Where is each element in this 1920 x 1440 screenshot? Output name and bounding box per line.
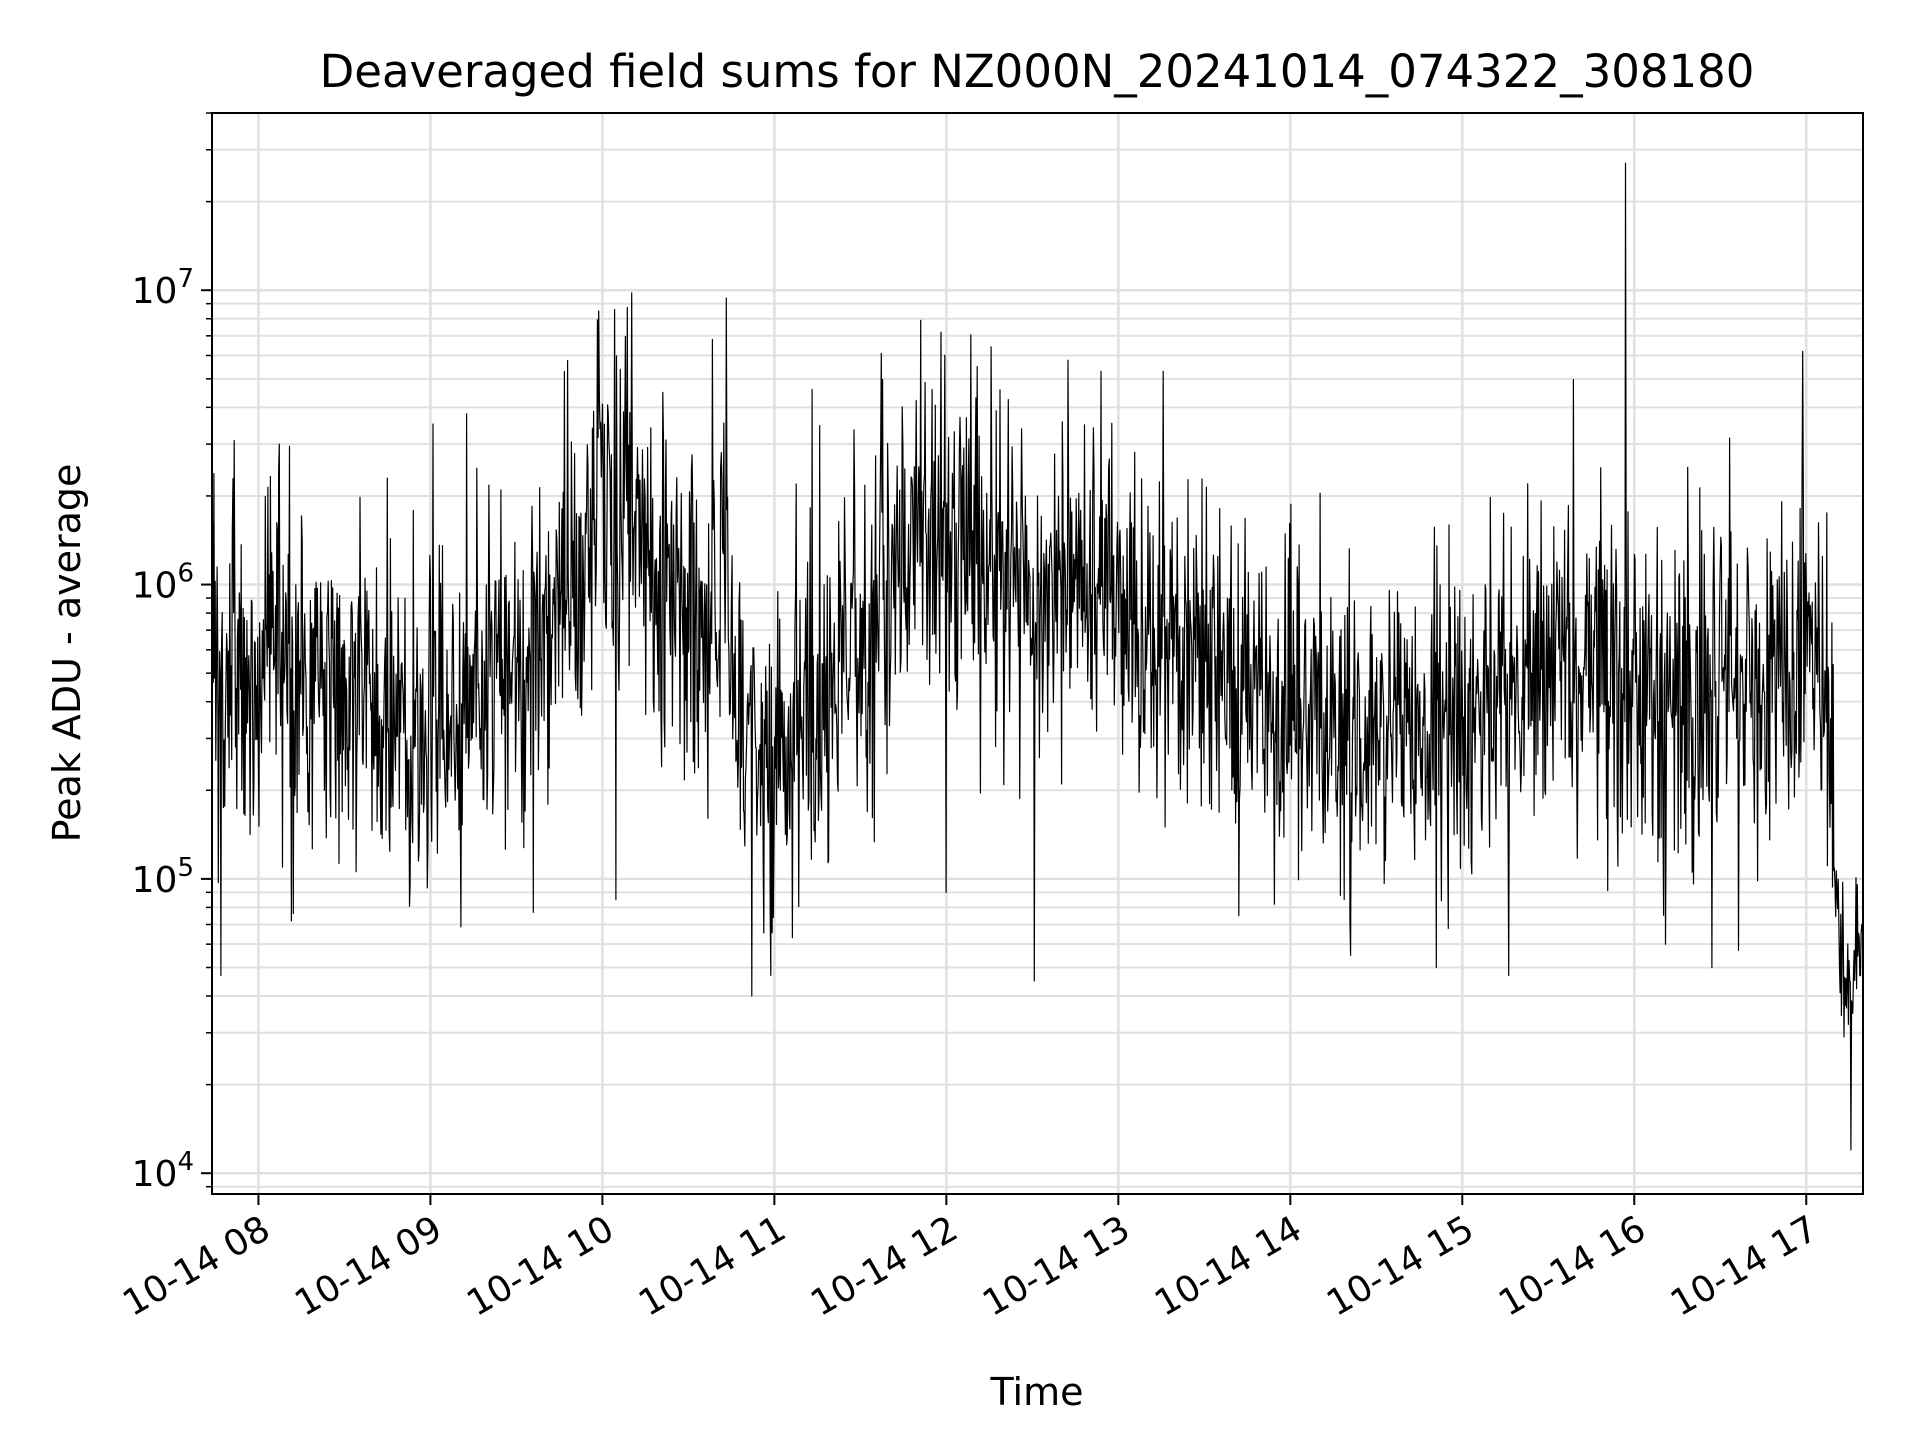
y-tick-label: 107 [132,264,194,312]
plot-series [211,162,1864,1151]
y-axis: 104 105 106 107 [132,112,212,1195]
y-tick-label: 105 [132,853,194,901]
y-tick-label: 106 [132,559,194,607]
series-line [211,162,1864,1151]
y-tick-label: 104 [132,1147,194,1195]
y-axis-label: Peak ADU - average [45,464,89,843]
grid-layer [212,112,1863,1194]
chart-title: Deaveraged field sums for NZ000N_2024101… [320,45,1755,98]
x-axis-label: Time [990,1370,1084,1414]
plot-frame [211,112,1864,1195]
